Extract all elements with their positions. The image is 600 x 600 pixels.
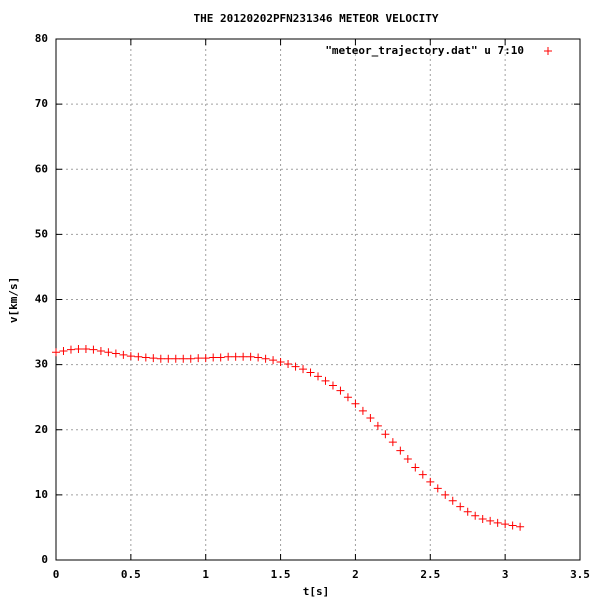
x-axis-label: t[s] — [303, 585, 330, 598]
x-tick-label: 2 — [352, 568, 359, 581]
point — [501, 520, 510, 529]
point — [171, 354, 180, 363]
point — [381, 430, 390, 439]
point — [194, 354, 203, 363]
point — [328, 381, 337, 390]
y-tick-label: 20 — [35, 423, 48, 436]
point — [448, 496, 457, 505]
point — [216, 353, 225, 362]
point — [433, 484, 442, 493]
point — [306, 368, 315, 377]
point — [493, 518, 502, 527]
point — [418, 470, 427, 479]
point — [52, 348, 60, 357]
point — [351, 399, 360, 408]
y-tick-label: 50 — [35, 227, 48, 240]
y-tick-label: 10 — [35, 488, 48, 501]
point — [269, 356, 278, 365]
point — [179, 354, 188, 363]
x-tick-label: 0.5 — [121, 568, 141, 581]
point — [299, 365, 308, 374]
point — [239, 352, 248, 361]
point — [463, 507, 472, 516]
plot-border — [55, 38, 581, 561]
point — [508, 521, 517, 530]
x-tick-label: 0 — [53, 568, 60, 581]
point — [66, 345, 75, 354]
y-tick-label: 30 — [35, 358, 48, 371]
y-tick-label: 70 — [35, 97, 48, 110]
point — [426, 477, 435, 486]
point — [164, 354, 173, 363]
x-tick-label: 3 — [502, 568, 509, 581]
point — [59, 346, 68, 355]
point — [471, 511, 480, 520]
chart-title: THE 20120202PFN231346 METEOR VELOCITY — [193, 12, 438, 25]
x-tick-label: 3.5 — [570, 568, 590, 581]
point — [261, 354, 270, 363]
point — [441, 490, 450, 499]
point — [156, 354, 165, 363]
point — [321, 376, 330, 385]
point — [478, 514, 487, 523]
point — [126, 352, 135, 361]
y-tick-label: 60 — [35, 162, 48, 175]
legend-label: "meteor_trajectory.dat" u 7:10 — [325, 44, 524, 57]
point — [284, 359, 293, 368]
point — [74, 344, 83, 353]
point — [336, 386, 345, 395]
point — [81, 344, 90, 353]
point — [373, 421, 382, 430]
point — [209, 353, 218, 362]
point — [403, 455, 412, 464]
point — [231, 352, 240, 361]
y-tick-label: 80 — [35, 32, 48, 45]
point — [246, 352, 255, 361]
point — [89, 345, 98, 354]
point — [343, 393, 352, 402]
point — [456, 502, 465, 511]
point — [276, 358, 285, 367]
point — [134, 352, 143, 361]
point — [186, 354, 195, 363]
point — [149, 354, 158, 363]
y-tick-label: 0 — [41, 553, 48, 566]
point — [366, 414, 375, 423]
x-tick-label: 2.5 — [420, 568, 440, 581]
point — [104, 348, 113, 357]
point — [358, 406, 367, 415]
point — [291, 362, 300, 371]
x-tick-label: 1 — [202, 568, 209, 581]
point — [516, 522, 525, 531]
point — [314, 372, 322, 381]
legend-marker — [544, 47, 552, 55]
point — [396, 446, 405, 455]
y-axis-label: v[km/s] — [7, 277, 20, 323]
point — [141, 353, 150, 362]
point — [411, 463, 420, 472]
point — [111, 349, 120, 358]
point — [119, 350, 128, 359]
point — [388, 438, 397, 447]
point — [254, 353, 263, 362]
point — [224, 352, 233, 361]
point — [486, 516, 495, 525]
y-tick-label: 40 — [35, 293, 48, 306]
point — [201, 354, 210, 363]
x-tick-label: 1.5 — [271, 568, 291, 581]
point — [96, 346, 105, 355]
